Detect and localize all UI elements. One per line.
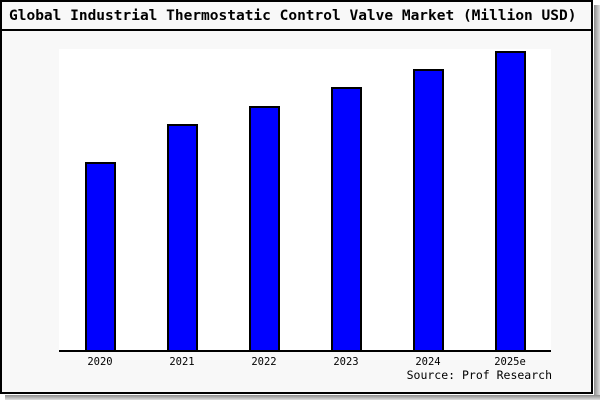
x-tick-label-2024: 2024 bbox=[415, 356, 441, 368]
chart-frame: Global Industrial Thermostatic Control V… bbox=[0, 0, 593, 394]
x-tick-label-2021: 2021 bbox=[169, 356, 195, 368]
bar-2023 bbox=[330, 87, 362, 350]
x-tick-label-2025e: 2025e bbox=[494, 356, 526, 368]
source-caption: Source: Prof Research bbox=[406, 368, 552, 382]
x-tick-label-2022: 2022 bbox=[251, 356, 277, 368]
x-tick-label-2020: 2020 bbox=[87, 356, 113, 368]
bar-2025e bbox=[494, 51, 526, 350]
plot-area bbox=[59, 49, 551, 352]
chart-region: 2020 2021 2022 2023 2024 2025e Source: Prof R… bbox=[2, 31, 591, 391]
bar-2022 bbox=[248, 106, 280, 350]
drop-shadow-bottom bbox=[5, 395, 600, 400]
bar-2021 bbox=[166, 124, 198, 350]
bar-2020 bbox=[84, 162, 116, 350]
drop-shadow-right bbox=[594, 5, 600, 400]
chart-title: Global Industrial Thermostatic Control V… bbox=[9, 7, 577, 24]
bar-2024 bbox=[412, 69, 444, 350]
x-tick-label-2023: 2023 bbox=[333, 356, 359, 368]
chart-title-bar: Global Industrial Thermostatic Control V… bbox=[2, 2, 591, 31]
